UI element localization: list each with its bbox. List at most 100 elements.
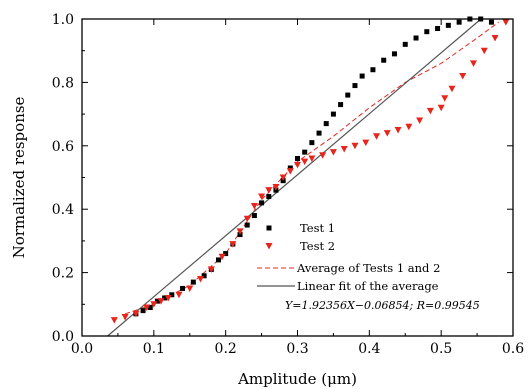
- test-2-point: [308, 155, 316, 162]
- legend-square-marker: [266, 225, 272, 231]
- test-2-point: [218, 253, 226, 261]
- test-1-point: [190, 279, 196, 285]
- x-tick-label: 0.0: [71, 341, 93, 357]
- test-2-point: [329, 149, 337, 156]
- test-2-point: [383, 130, 391, 137]
- test-2-point: [243, 215, 251, 223]
- test-1-point: [147, 304, 153, 310]
- y-tick-label: 1.0: [52, 12, 74, 28]
- test-1-point: [180, 285, 186, 291]
- test-1-point: [316, 130, 322, 136]
- test-1-point: [215, 257, 221, 263]
- test-2-point: [110, 317, 118, 324]
- test-1-point: [223, 251, 229, 257]
- legend-marker-test-2: [265, 243, 273, 250]
- legend-label-linear-fit: Linear fit of the average: [297, 279, 439, 293]
- test-1-point: [309, 140, 315, 146]
- test-1-point: [244, 222, 250, 228]
- axis-ticks: [81, 18, 514, 337]
- test-1-point: [445, 22, 451, 28]
- test-1-point: [330, 111, 336, 117]
- test-1-point: [154, 298, 160, 304]
- test-1-point: [266, 194, 272, 200]
- x-tick-label: 0.4: [358, 341, 380, 357]
- test-2-point: [272, 184, 280, 191]
- test-2-point: [279, 174, 287, 181]
- test-1-point: [323, 121, 329, 127]
- axis-tick-labels: 0.0 0.1 0.2 0.3 0.4 0.5 0.6 0.0 0.2 0.4 0.6 0.8 1.0: [52, 12, 524, 357]
- x-axis-label: Amplitude (μm): [237, 370, 357, 388]
- legend-label-test-1: Test 1: [300, 221, 335, 235]
- test-2-point: [132, 310, 140, 318]
- test-2-point: [250, 203, 258, 210]
- data-points: [110, 16, 510, 324]
- test-2-point: [448, 85, 456, 93]
- test-2-point: [150, 301, 158, 308]
- test-1-point: [424, 29, 430, 35]
- test-1-point: [162, 295, 168, 301]
- test-1-point: [402, 41, 408, 47]
- test-2-point: [491, 35, 499, 42]
- test-1-point: [391, 51, 397, 57]
- test-2-point: [265, 187, 273, 194]
- test-2-point: [373, 133, 381, 140]
- test-1-point: [352, 83, 358, 89]
- test-2-point: [416, 117, 424, 124]
- linear-fit-line: [107, 18, 482, 337]
- test-1-point: [338, 102, 344, 108]
- legend: Test 1 Test 2 Average of Tests 1 and 2 L…: [257, 221, 480, 312]
- test-2-point: [394, 126, 402, 134]
- test-2-point: [207, 266, 215, 273]
- test-2-point: [121, 313, 129, 321]
- test-2-point: [480, 47, 488, 55]
- test-1-point: [259, 200, 265, 206]
- legend-marker-test-1: [266, 225, 272, 231]
- test-1-point: [295, 155, 300, 161]
- test-2-point: [229, 241, 237, 248]
- y-tick-label: 0.0: [52, 329, 74, 345]
- test-2-point: [319, 152, 327, 159]
- test-1-point: [359, 73, 365, 79]
- test-2-point: [426, 107, 434, 115]
- test-2-point: [441, 95, 449, 102]
- test-2-point: [469, 60, 477, 67]
- test-1-point: [488, 19, 494, 25]
- test-2-point: [258, 193, 266, 201]
- test-2-point: [362, 139, 370, 147]
- test-2-point: [459, 73, 467, 80]
- legend-label-average: Average of Tests 1 and 2: [296, 261, 440, 275]
- y-tick-label: 0.4: [52, 202, 74, 218]
- test-1-point: [169, 292, 175, 298]
- test-1-point: [201, 273, 207, 279]
- test-2-point: [186, 285, 194, 292]
- test-2-point: [157, 298, 165, 305]
- test-1-point: [370, 67, 376, 73]
- test-2-point: [164, 294, 172, 302]
- y-tick-label: 0.6: [52, 139, 74, 155]
- test-2-point: [351, 142, 359, 150]
- test-2-point: [175, 291, 183, 299]
- legend-triangle-marker: [265, 243, 273, 250]
- test-2-point: [294, 161, 301, 169]
- x-tick-label: 0.3: [286, 341, 308, 357]
- test-1-point: [435, 26, 441, 32]
- test-2-point: [502, 19, 510, 26]
- y-tick-label: 0.2: [52, 266, 74, 282]
- y-tick-label: 0.8: [52, 75, 74, 91]
- test-2-point: [143, 304, 151, 311]
- y-axis-label: Normalized response: [10, 96, 28, 258]
- test-2-point: [405, 123, 413, 131]
- test-2-point: [301, 158, 309, 166]
- test-1-point: [413, 35, 419, 41]
- fit-equation-annotation: Y=1.92356X−0.06854; R=0.99545: [285, 299, 480, 312]
- x-tick-label: 0.6: [502, 341, 524, 357]
- x-tick-label: 0.2: [215, 341, 237, 357]
- test-2-point: [286, 168, 294, 175]
- test-1-point: [287, 165, 293, 171]
- test-1-point: [302, 149, 308, 155]
- legend-label-test-2: Test 2: [300, 239, 335, 253]
- test-1-point: [251, 213, 257, 219]
- test-1-point: [345, 92, 351, 98]
- test-2-point: [437, 104, 445, 112]
